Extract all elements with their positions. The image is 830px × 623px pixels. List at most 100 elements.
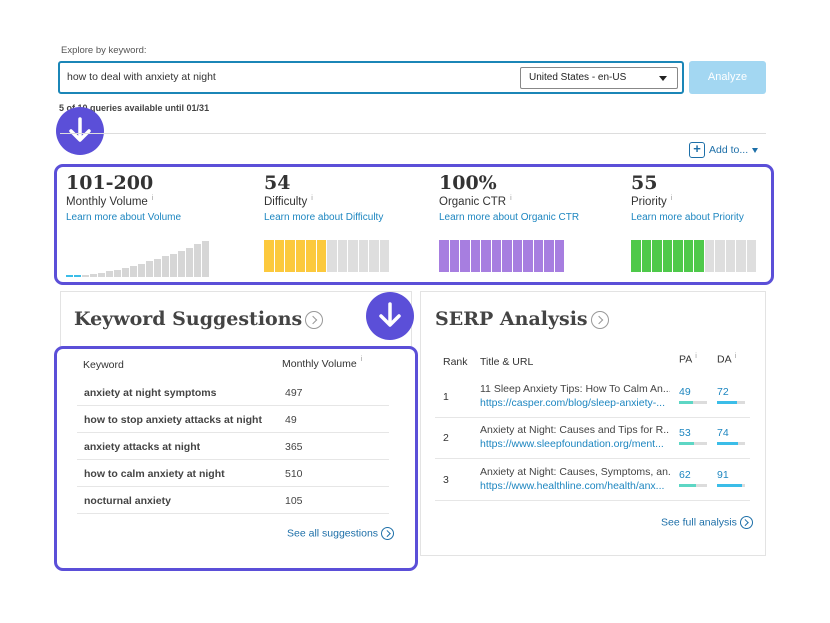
gauge-segment [533, 240, 543, 272]
da-value: 91 [717, 469, 729, 481]
pa-value: 49 [679, 386, 691, 398]
caret-down-icon [659, 76, 667, 81]
gauge-segment [369, 240, 379, 272]
column-header-monthly-volume: Monthly Volume i [282, 356, 363, 370]
volume-bar [66, 275, 73, 277]
serp-analysis-title: SERP Analysis [435, 308, 609, 330]
gauge-segment [439, 240, 449, 272]
serp-analysis-card [420, 291, 766, 556]
queries-available-note: 5 of 10 queries available until 01/31 [59, 103, 210, 113]
table-row[interactable]: anxiety attacks at night 365 [77, 433, 389, 460]
metric-label: Priority i [631, 195, 673, 208]
chevron-right-icon[interactable] [305, 311, 324, 329]
priority-gauge [631, 240, 756, 272]
gauge-segment [316, 240, 326, 272]
country-select[interactable]: United States - en-US [520, 67, 678, 89]
column-header-da: DA i [717, 353, 737, 366]
table-row[interactable]: anxiety at night symptoms 497 [77, 379, 389, 406]
info-icon: i [670, 195, 673, 202]
info-icon: i [510, 195, 512, 202]
keyword-metrics-panel: 101-200 Monthly Volume i Learn more about… [54, 164, 774, 285]
volume-bar [114, 270, 121, 277]
table-row[interactable]: 2 Anxiety at Night: Causes and Tips for … [435, 419, 750, 459]
table-row[interactable]: how to stop anxiety attacks at night 49 [77, 406, 389, 433]
table-row[interactable]: 3 Anxiety at Night: Causes, Symptoms, an… [435, 461, 750, 501]
info-icon: i [360, 356, 363, 363]
gauge-segment [544, 240, 554, 272]
gauge-segment [502, 240, 512, 272]
da-meter [717, 484, 745, 487]
learn-more-link[interactable]: Learn more about Difficulty [264, 211, 384, 223]
keyword-suggestions-table: Keyword Monthly Volume i anxiety at night… [54, 346, 418, 571]
chevron-right-icon[interactable] [590, 311, 609, 329]
gauge-segment [285, 240, 295, 272]
gauge-segment [379, 240, 389, 272]
pa-value: 53 [679, 427, 691, 439]
gauge-segment [746, 240, 756, 272]
gauge-segment [470, 240, 480, 272]
volume-bar [90, 274, 97, 277]
caret-down-icon [752, 147, 759, 153]
arrow-down-icon [366, 292, 414, 340]
column-header-title-url: Title & URL [480, 356, 534, 368]
gauge-segment [348, 240, 358, 272]
gauge-segment [491, 240, 501, 272]
volume-bar [98, 273, 105, 277]
explore-label: Explore by keyword: [61, 45, 147, 56]
table-row[interactable]: how to calm anxiety at night 510 [77, 460, 389, 487]
volume-bar [178, 251, 185, 277]
gauge-segment [704, 240, 714, 272]
volume-bar [122, 268, 129, 277]
volume-bar [202, 241, 209, 277]
add-to-label: Add to... [709, 143, 749, 156]
rank: 2 [443, 432, 449, 444]
volume-bar [82, 275, 89, 277]
learn-more-link[interactable]: Learn more about Organic CTR [439, 211, 580, 223]
metric-priority: 55 Priority i Learn more about Priority [631, 171, 744, 223]
volume-histogram [66, 239, 209, 277]
learn-more-link[interactable]: Learn more about Priority [631, 211, 744, 223]
country-select-value: United States - en-US [529, 72, 627, 83]
plus-icon: + [689, 142, 705, 158]
gauge-segment [715, 240, 725, 272]
learn-more-link[interactable]: Learn more about Volume [66, 211, 182, 223]
volume-bar [130, 266, 137, 277]
volume-bar [106, 271, 113, 277]
result-url[interactable]: https://www.healthline.com/health/anx... [480, 480, 665, 492]
organic-ctr-gauge [439, 240, 564, 272]
gauge-segment [327, 240, 337, 272]
result-url[interactable]: https://www.sleepfoundation.org/ment... [480, 438, 664, 450]
gauge-segment [449, 240, 459, 272]
search-box: United States - en-US [58, 61, 684, 94]
analyze-button[interactable]: Analyze [689, 61, 766, 94]
column-header-keyword: Keyword [83, 359, 124, 371]
gauge-segment [523, 240, 533, 272]
volume-bar [162, 256, 169, 277]
volume-bar [154, 259, 161, 277]
info-icon: i [311, 195, 313, 202]
volume-bar [138, 264, 145, 277]
pa-meter [679, 484, 707, 487]
table-row[interactable]: nocturnal anxiety 105 [77, 487, 389, 514]
gauge-segment [358, 240, 368, 272]
gauge-segment [337, 240, 347, 272]
see-all-suggestions-link[interactable]: See all suggestions [287, 527, 395, 540]
gauge-segment [512, 240, 522, 272]
gauge-segment [306, 240, 316, 272]
volume-bar [74, 275, 81, 277]
metric-monthly-volume: 101-200 Monthly Volume i Learn more about… [66, 171, 181, 223]
volume-bar [186, 248, 193, 277]
keyword-search-input[interactable] [67, 71, 507, 83]
see-full-analysis-link[interactable]: See full analysis [661, 516, 753, 529]
divider [60, 133, 766, 134]
gauge-segment [662, 240, 672, 272]
gauge-segment [725, 240, 735, 272]
result-url[interactable]: https://casper.com/blog/sleep-anxiety-..… [480, 397, 666, 409]
gauge-segment [736, 240, 746, 272]
add-to-menu[interactable]: + Add to... [689, 142, 759, 158]
gauge-segment [683, 240, 693, 272]
gauge-segment [295, 240, 305, 272]
rank: 1 [443, 391, 449, 403]
table-row[interactable]: 1 11 Sleep Anxiety Tips: How To Calm An.… [435, 378, 750, 418]
da-meter [717, 401, 745, 404]
